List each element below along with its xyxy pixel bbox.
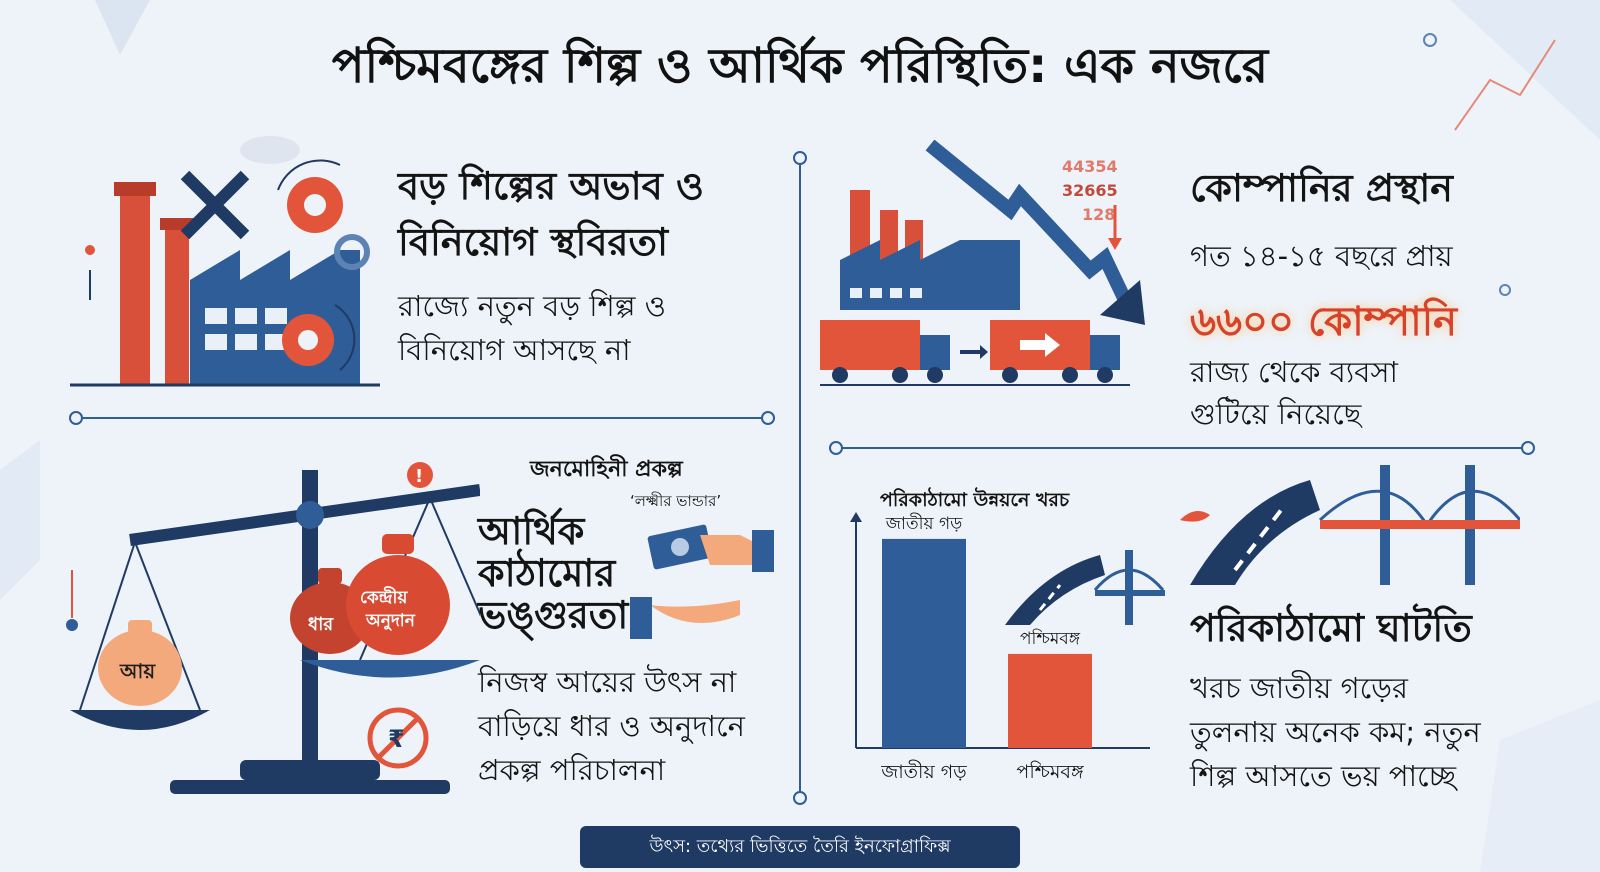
panel1-body-line2: বিনিয়োগ আসছে না (398, 333, 631, 367)
bag-grant-label-line2: অনুদান (365, 611, 416, 631)
chart-number: 128 (1082, 205, 1115, 224)
panel3-heading-line3: ভঙ্গুরতা (478, 593, 629, 637)
x-tick-label: পশ্চিমবঙ্গ (1016, 761, 1084, 783)
svg-text:!: ! (415, 466, 423, 487)
panel3-heading-line2: কাঠামোর (478, 551, 616, 595)
bar-label: জাতীয় গড় (885, 513, 963, 534)
chart-number: 32665 (1062, 181, 1118, 200)
panel3-body-line3: প্রকল্প পরিচালনা (478, 753, 666, 787)
balance-scale-illustration: আয় ধার কেন্দ্রীয় অনুদান ! ₹ (66, 462, 480, 794)
svg-text:₹: ₹ (388, 725, 405, 753)
company-count-highlight: ৬৬০০ কোম্পানি (1190, 299, 1458, 345)
panel4-body-line3: শিল্প আসতে ভয় পাচ্ছে (1190, 759, 1457, 793)
source-footer: উৎস: তথ্যের ভিত্তিতে তৈরি ইনফোগ্রাফিক্স (580, 826, 1020, 868)
panel1-body-line1: রাজ্যে নতুন বড় শিল্প ও (398, 289, 666, 323)
x-tick-label: জাতীয় গড় (880, 760, 967, 783)
bar-2 (1008, 653, 1092, 748)
scheme-label: জনমোহিনী প্রকল্প (530, 457, 683, 482)
panel3-heading-line1: আর্থিক (478, 509, 585, 553)
infrastructure-spending-chart: জাতীয় গড় জাতীয় গড় পশ্চিমবঙ্গ পশ্চিমবঙ্গ (850, 512, 1150, 783)
chart-title: পরিকাঠামো উন্নয়নে খরচ (880, 489, 1070, 511)
cash-handout-icon (630, 524, 774, 639)
page-title: পশ্চিমবঙ্গের শিল্প ও আর্থিক পরিস্থিতি: এ… (331, 38, 1269, 94)
factory-gears-illustration (70, 136, 380, 387)
scheme-name: ‘লক্ষ্মীর ভান্ডার’ (630, 492, 722, 510)
panel2-body-line1: গত ১৪-১৫ বছরে প্রায় (1190, 239, 1453, 273)
panel4-body-line1: খরচ জাতীয় গড়ের (1190, 671, 1408, 705)
panel2-body-line2: রাজ্য থেকে ব্যবসা (1190, 355, 1398, 389)
panel1-heading-line1: বড় শিল্পের অভাব ও (398, 164, 704, 208)
y-axis-arrow (850, 512, 862, 522)
bar-label: পশ্চিমবঙ্গ (1020, 628, 1081, 649)
panel2-heading: কোম্পানির প্রস্থান (1190, 166, 1453, 210)
bar-1 (882, 538, 966, 748)
panel1-heading-line2: বিনিয়োগ স্থবিরতা (398, 220, 668, 264)
road-bridge-illustration (1180, 465, 1520, 585)
panel3-body-line2: বাড়িয়ে ধার ও অনুদানে (478, 709, 745, 743)
panel3-body-line1: নিজস্ব আয়ের উৎস না (478, 665, 737, 699)
company-exit-illustration: 44354 32665 128 (820, 140, 1145, 386)
panel4-body-line2: তুলনায় অনেক কম; নতুন (1190, 715, 1481, 749)
chart-number: 44354 (1062, 157, 1118, 176)
panel4-heading: পরিকাঠামো ঘাটতি (1190, 606, 1472, 650)
panel2-body-line3: গুটিয়ে নিয়েছে (1190, 397, 1362, 431)
bag-grant-label-line1: কেন্দ্রীয় (360, 586, 408, 608)
bag-income-label: আয় (119, 659, 156, 683)
bag-loan-label: ধার (308, 614, 334, 635)
road-bridge-small-icon (1005, 550, 1165, 625)
